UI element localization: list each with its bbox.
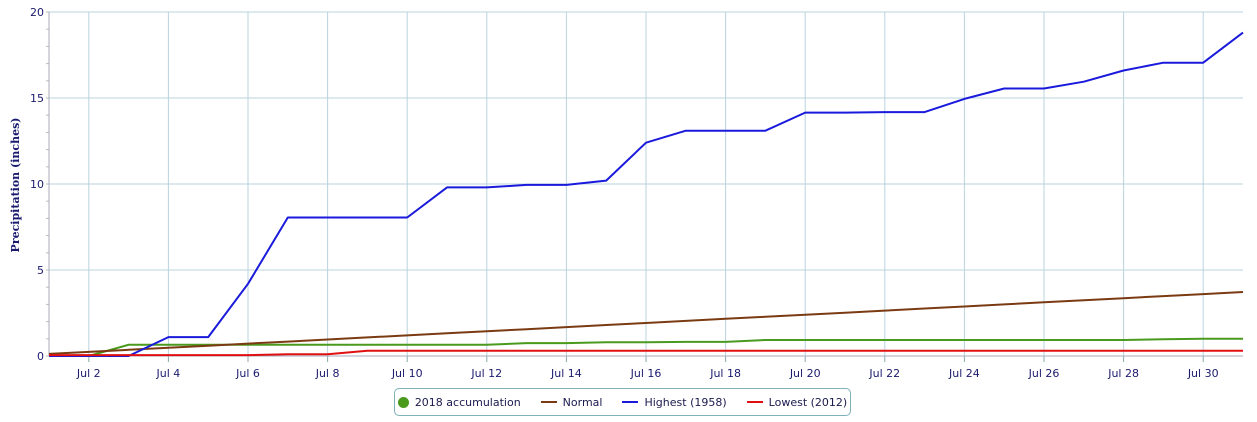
series-line-4 bbox=[49, 349, 1243, 357]
x-tick-label: Jul 22 bbox=[868, 367, 900, 380]
legend-swatch bbox=[397, 396, 409, 408]
x-tick-label: Jul 8 bbox=[315, 367, 340, 380]
y-tick-label: 15 bbox=[30, 92, 44, 105]
series-line-3 bbox=[49, 31, 1244, 357]
y-tick-label: 5 bbox=[37, 264, 44, 277]
series-line-2 bbox=[48, 291, 1244, 355]
x-tick-label: Jul 2 bbox=[76, 367, 101, 380]
x-tick-label: Jul 18 bbox=[709, 367, 741, 380]
x-tick-label: Jul 12 bbox=[470, 367, 502, 380]
legend-item[interactable]: Highest (1958) bbox=[622, 395, 727, 409]
legend-label: Normal bbox=[562, 395, 603, 409]
x-tick-label: Jul 24 bbox=[948, 367, 980, 380]
legend-label: 2018 accumulation bbox=[414, 395, 521, 409]
y-tick-label: 0 bbox=[37, 350, 44, 363]
legend-swatch bbox=[540, 401, 557, 403]
legend-item[interactable]: Lowest (2012) bbox=[746, 395, 848, 409]
x-tick-label: Jul 28 bbox=[1107, 367, 1139, 380]
y-axis-title: Precipitation (inches) bbox=[9, 118, 22, 253]
x-tick-label: Jul 16 bbox=[630, 367, 662, 380]
x-tick-label: Jul 30 bbox=[1187, 367, 1219, 380]
y-tick-label: 20 bbox=[30, 6, 44, 19]
legend-label: Lowest (2012) bbox=[768, 395, 848, 409]
legend-label: Highest (1958) bbox=[644, 395, 727, 409]
x-tick-label: Jul 26 bbox=[1028, 367, 1060, 380]
legend-swatch bbox=[622, 401, 639, 403]
chart-tick-labels: 0 5 10 15 20 Jul 2 Jul 4 Jul 6 Jul 8 Jul 10 Jul 12… bbox=[30, 6, 1219, 380]
series-line-1 bbox=[49, 337, 1243, 357]
legend-swatch bbox=[746, 401, 763, 403]
legend-item[interactable]: 2018 accumulation bbox=[397, 395, 521, 409]
x-tick-label: Jul 6 bbox=[235, 367, 260, 380]
x-tick-label: Jul 14 bbox=[550, 367, 582, 380]
y-tick-label: 10 bbox=[30, 178, 44, 191]
x-tick-label: Jul 10 bbox=[391, 367, 423, 380]
chart-legend: 2018 accumulation Normal Highest (1958) Low… bbox=[394, 388, 851, 416]
legend-item[interactable]: Normal bbox=[540, 395, 603, 409]
x-tick-label: Jul 20 bbox=[789, 367, 821, 380]
chart-series bbox=[48, 31, 1244, 357]
chart-grid bbox=[49, 11, 1243, 357]
x-tick-label: Jul 4 bbox=[156, 367, 181, 380]
precipitation-chart: 0 5 10 15 20 Jul 2 Jul 4 Jul 6 Jul 8 Jul 10 Jul 12… bbox=[9, 6, 1244, 380]
chart-axes bbox=[46, 11, 1243, 362]
